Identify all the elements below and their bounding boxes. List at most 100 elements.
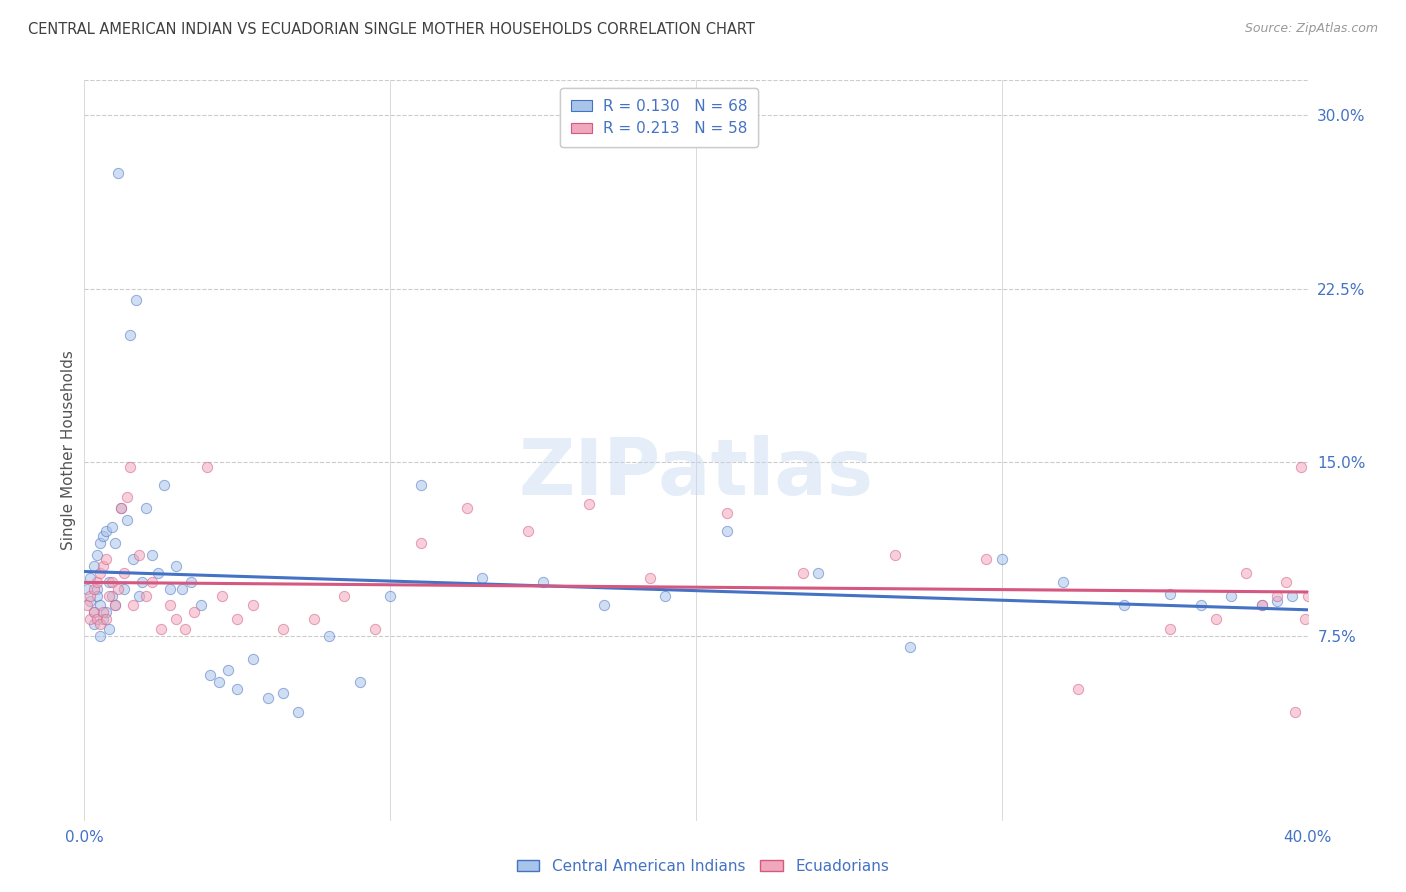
Point <box>198 668 221 682</box>
Point <box>146 566 169 580</box>
Point <box>89 536 111 550</box>
Point <box>593 599 616 613</box>
Point <box>159 599 181 613</box>
Point <box>107 582 129 597</box>
Text: ZIPatlas: ZIPatlas <box>519 434 873 511</box>
Point <box>91 606 114 620</box>
Point <box>1159 587 1181 601</box>
Point <box>1250 599 1272 613</box>
Point <box>94 524 117 539</box>
Point <box>516 524 538 539</box>
Point <box>991 552 1014 566</box>
Point <box>120 459 142 474</box>
Point <box>1294 612 1316 626</box>
Point <box>287 705 309 719</box>
Point <box>149 622 172 636</box>
Point <box>1265 594 1288 608</box>
Point <box>1159 622 1181 636</box>
Point <box>101 520 124 534</box>
Point <box>638 571 661 585</box>
Point <box>349 674 371 689</box>
Point <box>195 459 218 474</box>
Point <box>1284 705 1306 719</box>
Point <box>89 599 111 613</box>
Point <box>128 589 150 603</box>
Point <box>122 599 145 613</box>
Point <box>94 606 117 620</box>
Point <box>1067 681 1090 696</box>
Point <box>83 606 105 620</box>
Point <box>86 612 108 626</box>
Point <box>242 599 264 613</box>
Point <box>807 566 830 580</box>
Point <box>131 575 153 590</box>
Point <box>174 622 197 636</box>
Text: CENTRAL AMERICAN INDIAN VS ECUADORIAN SINGLE MOTHER HOUSEHOLDS CORRELATION CHART: CENTRAL AMERICAN INDIAN VS ECUADORIAN SI… <box>28 22 755 37</box>
Point <box>302 612 325 626</box>
Point <box>1250 599 1272 613</box>
Point <box>79 589 101 603</box>
Point <box>792 566 814 580</box>
Point <box>115 490 138 504</box>
Point <box>318 629 340 643</box>
Point <box>79 612 101 626</box>
Point <box>1275 575 1298 590</box>
Point <box>76 582 98 597</box>
Point <box>110 501 132 516</box>
Point <box>364 622 387 636</box>
Point <box>83 559 105 574</box>
Point <box>716 506 738 520</box>
Point <box>83 606 105 620</box>
Point <box>110 501 132 516</box>
Point <box>217 663 239 677</box>
Point <box>120 327 142 342</box>
Point <box>1265 589 1288 603</box>
Point <box>135 589 157 603</box>
Point <box>89 629 111 643</box>
Point <box>112 566 135 580</box>
Point <box>107 166 129 180</box>
Point <box>226 612 249 626</box>
Point <box>101 589 124 603</box>
Point <box>89 617 111 632</box>
Point <box>94 552 117 566</box>
Point <box>409 536 432 550</box>
Point <box>271 686 294 700</box>
Point <box>135 501 157 516</box>
Point <box>1220 589 1243 603</box>
Point <box>271 622 294 636</box>
Point <box>97 575 120 590</box>
Point <box>83 582 105 597</box>
Point <box>654 589 676 603</box>
Point <box>125 293 148 307</box>
Point <box>333 589 356 603</box>
Point <box>97 622 120 636</box>
Point <box>409 478 432 492</box>
Point <box>141 548 163 562</box>
Point <box>94 612 117 626</box>
Point <box>86 589 108 603</box>
Point <box>86 582 108 597</box>
Point <box>128 548 150 562</box>
Point <box>172 582 194 597</box>
Point <box>86 548 108 562</box>
Point <box>91 529 114 543</box>
Point <box>165 612 187 626</box>
Point <box>380 589 402 603</box>
Point <box>165 559 187 574</box>
Point <box>531 575 554 590</box>
Point <box>101 575 124 590</box>
Point <box>208 674 231 689</box>
Point <box>226 681 249 696</box>
Point <box>104 599 127 613</box>
Point <box>1291 459 1313 474</box>
Point <box>1189 599 1212 613</box>
Point <box>456 501 478 516</box>
Point <box>91 559 114 574</box>
Point <box>159 582 181 597</box>
Point <box>115 513 138 527</box>
Legend: Central American Indians, Ecuadorians: Central American Indians, Ecuadorians <box>510 853 896 880</box>
Point <box>716 524 738 539</box>
Point <box>471 571 494 585</box>
Point <box>883 548 905 562</box>
